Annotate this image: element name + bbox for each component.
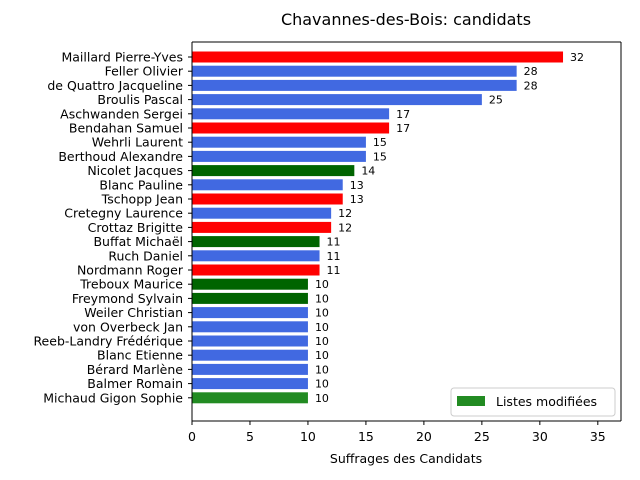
value-label-buffat-michael: 11 xyxy=(327,236,341,249)
value-label-tschopp-jean: 13 xyxy=(350,193,364,206)
y-tick-label-weiler-christian: Weiler Christian xyxy=(84,305,183,320)
legend-frame xyxy=(450,387,616,417)
bar-broulis-pascal xyxy=(192,94,482,106)
bar-berthoud-alexandre xyxy=(192,150,366,162)
value-label-maillard-pierre-yves: 32 xyxy=(570,51,584,64)
bars-layer: 3228282517171515141313121211111110101010… xyxy=(192,51,584,405)
y-tick-label-wehrli-laurent: Wehrli Laurent xyxy=(92,135,183,150)
value-label-nordmann-roger: 11 xyxy=(327,264,341,277)
bar-ruch-daniel xyxy=(192,250,320,262)
bar-freymond-sylvain xyxy=(192,292,308,304)
bar-balmer-romain xyxy=(192,378,308,390)
legend-label: Listes modifiées xyxy=(496,394,597,409)
x-axis-label: Suffrages des Candidats xyxy=(330,451,482,466)
bar-von-overbeck-jan xyxy=(192,321,308,333)
y-tick-label-buffat-michael: Buffat Michaël xyxy=(93,234,183,249)
y-tick-label-blanc-etienne: Blanc Etienne xyxy=(97,348,183,363)
value-label-freymond-sylvain: 10 xyxy=(315,292,329,305)
bar-blanc-etienne xyxy=(192,349,308,361)
value-label-cretegny-laurence: 12 xyxy=(338,207,352,220)
y-tick-label-berard-marlene: Bérard Marlène xyxy=(87,362,184,377)
value-label-blanc-pauline: 13 xyxy=(350,179,364,192)
bar-blanc-pauline xyxy=(192,179,343,191)
y-tick-label-ruch-daniel: Ruch Daniel xyxy=(108,248,183,263)
value-label-wehrli-laurent: 15 xyxy=(373,136,387,149)
value-label-berard-marlene: 10 xyxy=(315,363,329,376)
y-tick-label-bendahan-samuel: Bendahan Samuel xyxy=(69,121,183,136)
legend-swatch xyxy=(457,396,485,406)
bar-weiler-christian xyxy=(192,307,308,319)
y-tick-label-aschwanden-sergei: Aschwanden Sergei xyxy=(60,106,183,121)
y-tick-label-von-overbeck-jan: von Overbeck Jan xyxy=(73,319,183,334)
bar-nordmann-roger xyxy=(192,264,320,276)
y-tick-label-treboux-maurice: Treboux Maurice xyxy=(79,277,183,292)
value-label-balmer-romain: 10 xyxy=(315,378,329,391)
value-label-feller-olivier: 28 xyxy=(524,65,538,78)
bar-reeb-landry-frederique xyxy=(192,335,308,347)
value-label-nicolet-jacques: 14 xyxy=(361,165,375,178)
value-label-ruch-daniel: 11 xyxy=(327,250,341,263)
value-label-von-overbeck-jan: 10 xyxy=(315,321,329,334)
value-label-weiler-christian: 10 xyxy=(315,307,329,320)
value-label-aschwanden-sergei: 17 xyxy=(396,108,410,121)
bar-tschopp-jean xyxy=(192,193,343,205)
x-tick-label-30: 30 xyxy=(532,429,548,444)
value-label-bendahan-samuel: 17 xyxy=(396,122,410,135)
y-tick-label-tschopp-jean: Tschopp Jean xyxy=(101,192,183,207)
y-tick-label-michaud-gigon-sophie: Michaud Gigon Sophie xyxy=(43,390,183,405)
x-tick-label-10: 10 xyxy=(300,429,316,444)
y-tick-label-berthoud-alexandre: Berthoud Alexandre xyxy=(58,149,183,164)
x-tick-label-15: 15 xyxy=(358,429,374,444)
value-label-broulis-pascal: 25 xyxy=(489,94,503,107)
bar-feller-olivier xyxy=(192,65,517,77)
bar-crottaz-brigitte xyxy=(192,221,332,233)
value-label-crottaz-brigitte: 12 xyxy=(338,221,352,234)
y-tick-label-broulis-pascal: Broulis Pascal xyxy=(97,92,183,107)
x-tick-label-5: 5 xyxy=(246,429,254,444)
x-tick-label-20: 20 xyxy=(416,429,432,444)
bar-buffat-michael xyxy=(192,236,320,248)
value-label-michaud-gigon-sophie: 10 xyxy=(315,392,329,405)
y-tick-label-blanc-pauline: Blanc Pauline xyxy=(99,177,183,192)
y-tick-label-crottaz-brigitte: Crottaz Brigitte xyxy=(88,220,184,235)
y-tick-label-balmer-romain: Balmer Romain xyxy=(87,376,183,391)
value-label-reeb-landry-frederique: 10 xyxy=(315,335,329,348)
bar-maillard-pierre-yves xyxy=(192,51,564,63)
y-tick-label-de-quattro-jacqueline: de Quattro Jacqueline xyxy=(47,78,183,93)
bar-de-quattro-jacqueline xyxy=(192,79,517,91)
bar-michaud-gigon-sophie xyxy=(192,392,308,404)
y-tick-label-feller-olivier: Feller Olivier xyxy=(105,64,184,79)
value-label-treboux-maurice: 10 xyxy=(315,278,329,291)
bar-bendahan-samuel xyxy=(192,122,390,134)
x-tick-label-0: 0 xyxy=(188,429,196,444)
value-label-de-quattro-jacqueline: 28 xyxy=(524,79,538,92)
y-tick-label-nordmann-roger: Nordmann Roger xyxy=(77,263,184,278)
value-label-berthoud-alexandre: 15 xyxy=(373,150,387,163)
y-tick-label-freymond-sylvain: Freymond Sylvain xyxy=(72,291,183,306)
bar-cretegny-laurence xyxy=(192,207,332,219)
bar-berard-marlene xyxy=(192,363,308,375)
legend: Listes modifiées xyxy=(450,387,616,417)
bar-aschwanden-sergei xyxy=(192,108,390,120)
bar-wehrli-laurent xyxy=(192,136,366,148)
x-tick-label-35: 35 xyxy=(590,429,606,444)
y-tick-label-maillard-pierre-yves: Maillard Pierre-Yves xyxy=(61,50,183,65)
x-tick-label-25: 25 xyxy=(474,429,490,444)
y-tick-label-cretegny-laurence: Cretegny Laurence xyxy=(64,206,183,221)
chart-title: Chavannes-des-Bois: candidats xyxy=(281,10,531,29)
y-tick-label-nicolet-jacques: Nicolet Jacques xyxy=(87,163,183,178)
bar-treboux-maurice xyxy=(192,278,308,290)
bar-nicolet-jacques xyxy=(192,165,355,177)
value-label-blanc-etienne: 10 xyxy=(315,349,329,362)
y-tick-label-reeb-landry-frederique: Reeb-Landry Frédérique xyxy=(33,334,183,349)
